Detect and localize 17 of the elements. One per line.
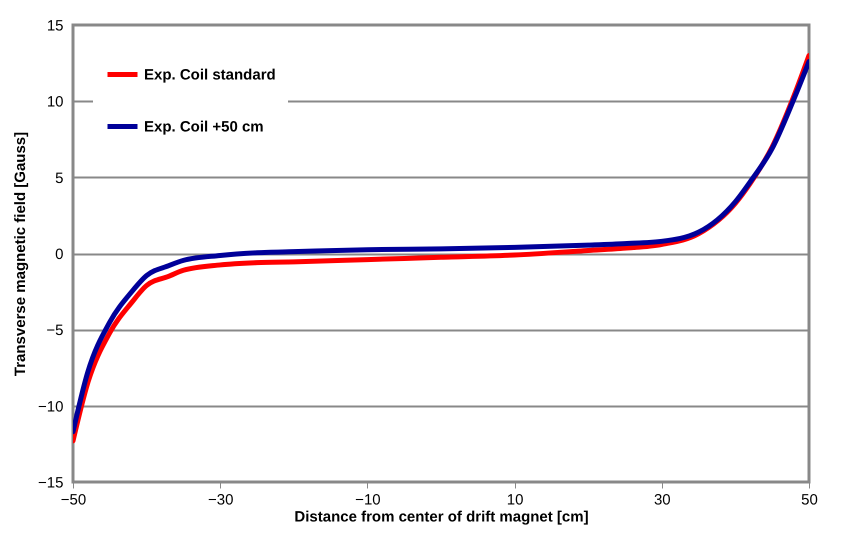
x-tick-label: 10 <box>506 492 524 508</box>
x-tick-label: −30 <box>208 492 234 508</box>
legend-label: Exp. Coil +50 cm <box>144 118 264 136</box>
x-tick-label: 50 <box>801 492 818 508</box>
y-tick-label: 15 <box>46 18 64 34</box>
y-tick-label: −15 <box>38 474 64 492</box>
y-tick-label: −10 <box>38 398 64 416</box>
y-tick-label: 10 <box>46 94 64 111</box>
x-tick-label: −50 <box>60 492 86 508</box>
y-axis-title: Transverse magnetic field [Gauss] <box>12 132 30 376</box>
y-tick-label: −5 <box>46 322 64 340</box>
y-tick-label: 5 <box>55 170 64 187</box>
legend-label: Exp. Coil standard <box>144 66 276 84</box>
x-axis-title: Distance from center of drift magnet [cm] <box>294 508 589 526</box>
x-tick-label: 30 <box>654 492 671 508</box>
y-tick-label: 0 <box>55 246 64 263</box>
x-tick-label: −10 <box>355 492 381 508</box>
